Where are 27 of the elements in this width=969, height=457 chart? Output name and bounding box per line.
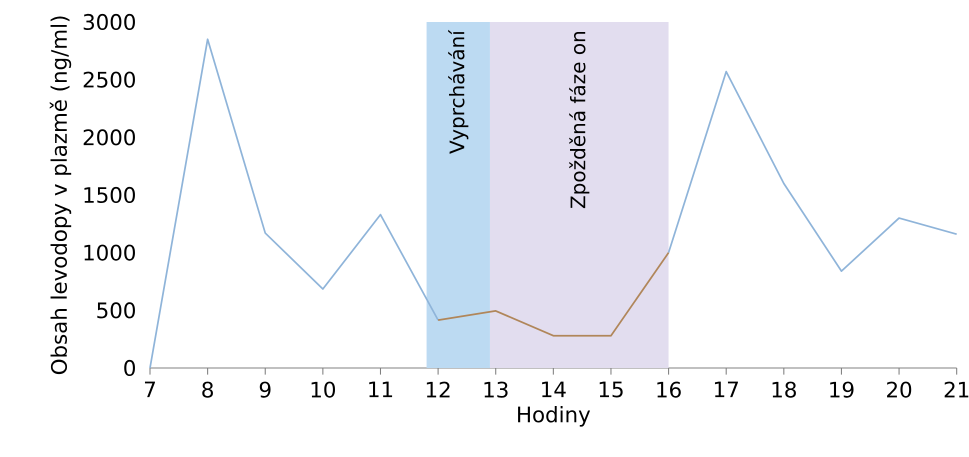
x-tick-label: 17 [714,382,738,398]
y-tick-label: 0 [124,360,135,376]
band-label: Vyprchávání [448,30,468,154]
x-tick-label: 15 [600,382,623,398]
y-tick-label: 1000 [84,244,135,261]
x-tick-label: 8 [202,382,213,398]
x-tick-label: 19 [830,382,854,398]
y-tick-label: 2000 [84,129,135,146]
x-tick-label: 11 [369,382,392,398]
x-tick-label: 9 [260,382,271,398]
y-tick-label: 500 [97,302,135,318]
line-series [437,252,670,337]
x-tick-label: 12 [426,382,450,398]
x-tick-label: 20 [887,382,912,398]
y-tick-label: 1500 [84,186,135,204]
x-tick-label: 18 [772,382,796,398]
x-tick-label: 13 [484,382,508,398]
x-tick-label: 10 [312,382,336,398]
y-axis-title: Obsah levodopy v plazmě (ng/ml) [50,16,72,374]
x-tick-label: 16 [657,382,681,398]
x-axis-title: Hodiny [518,406,590,427]
x-tick-label: 14 [542,382,566,398]
y-tick-label: 2500 [84,72,135,88]
x-tick-label: 7 [144,382,155,398]
band-label: Zpožděná fáze on [569,32,590,208]
y-tick-label: 3000 [84,14,135,30]
x-tick-label: 21 [944,382,968,398]
